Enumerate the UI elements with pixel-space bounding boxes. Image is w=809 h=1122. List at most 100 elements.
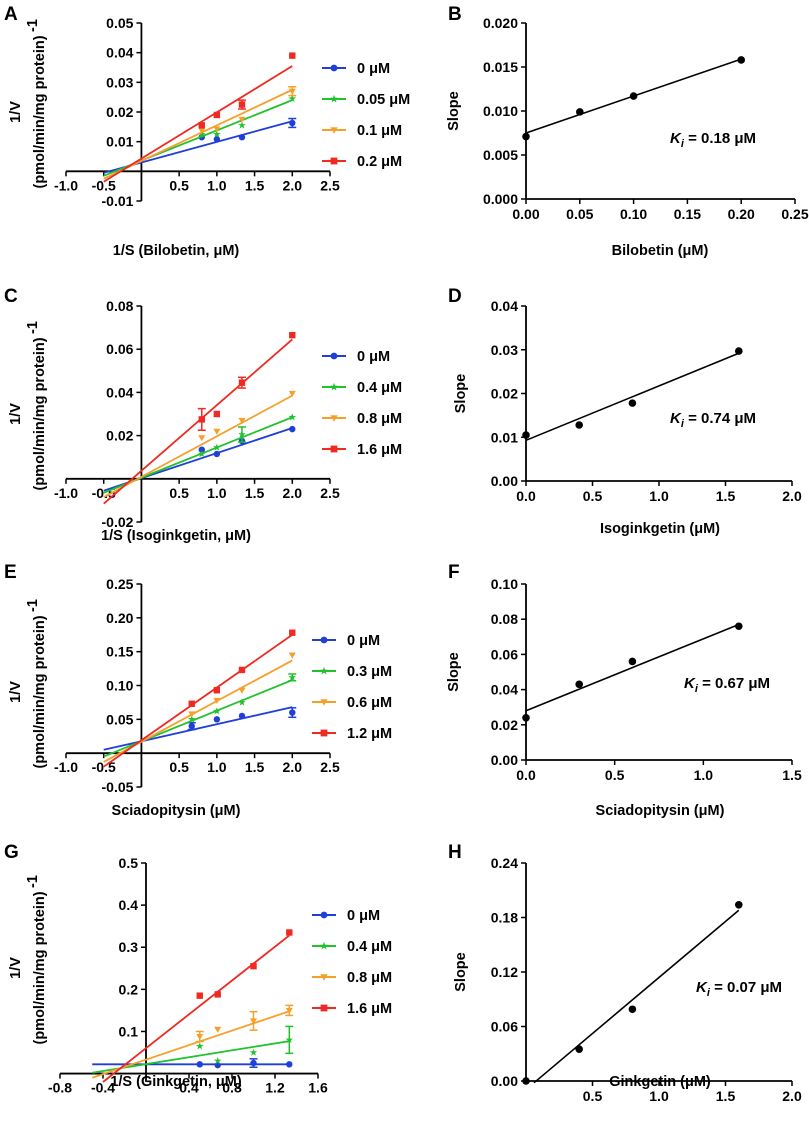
data-point (213, 697, 221, 704)
data-point (238, 687, 246, 694)
data-point (198, 130, 206, 138)
data-point (198, 127, 206, 134)
data-point (575, 421, 583, 429)
ki-value: = 0.74 μM (684, 410, 756, 427)
legend-label: 1.6 μM (347, 1001, 392, 1017)
y-axis-title-line2: (pmol/min/mg protein) (32, 337, 48, 490)
data-point (286, 929, 293, 936)
data-point (238, 417, 246, 424)
data-point (213, 111, 221, 119)
y-axis-title-line1: 1/V (8, 681, 24, 703)
legend-label: 0.4 μM (357, 380, 402, 396)
data-point (289, 425, 296, 433)
series-3: 0.2 μM (103, 52, 402, 183)
legend-marker (330, 157, 338, 165)
y-tick-label: 0.08 (106, 298, 133, 314)
ki-annotation: Ki = 0.07 μM (696, 979, 782, 999)
fit-line (103, 88, 293, 180)
data-point (735, 900, 743, 909)
series-2: 0.8 μM (103, 390, 402, 498)
x-tick-label: 1.5 (716, 488, 736, 504)
panel-letter: C (4, 286, 18, 307)
series-0: 0 μM (103, 61, 390, 174)
y-axis-title-line2: (pmol/min/mg protein) (32, 891, 48, 1044)
data-point (288, 88, 296, 95)
x-tick-label: 0.0 (516, 767, 536, 783)
y-tick-label: 0.5 (119, 855, 139, 871)
y-tick-label: -0.05 (102, 779, 134, 795)
data-point (288, 94, 297, 102)
x-tick-label: -1.0 (54, 759, 78, 775)
x-tick-label: 1.0 (207, 759, 227, 775)
x-tick-label: 0.05 (566, 206, 593, 222)
y-tick-label: 0.03 (106, 74, 133, 90)
y-tick-label: 0.02 (491, 717, 518, 733)
y-tick-label: 0.03 (491, 342, 518, 358)
x-tick-label: 0.4 (179, 1080, 199, 1096)
ki-symbol: K (670, 410, 682, 427)
x-tick-label: 0.10 (620, 206, 647, 222)
legend-label: 0 μM (347, 633, 380, 649)
data-point (238, 430, 246, 438)
data-point (213, 1056, 222, 1065)
x-tick-label: 1.0 (694, 767, 714, 783)
y-tick-label: 0.15 (106, 644, 133, 660)
x-tick-label: 0.5 (169, 177, 189, 193)
y-tick-label: 0.06 (491, 646, 518, 662)
y-axis-title: Slope (446, 91, 462, 130)
x-tick-label: 1.5 (245, 485, 265, 501)
data-point (213, 716, 221, 723)
y-axis-title: Slope (453, 374, 469, 413)
panel-letter: A (4, 4, 18, 25)
data-point (289, 331, 296, 339)
data-point (213, 450, 221, 458)
x-axis-title: Sciadopitysin (μM) (112, 803, 241, 819)
x-tick-label: -1.0 (54, 485, 78, 501)
x-tick-label: -0.8 (48, 1080, 72, 1096)
ki-value: = 0.07 μM (710, 979, 782, 996)
panel-f: F 0.0 0.5 1.0 1.5 0.00 0.02 0.04 0.06 0.08 0.10 Sci… (446, 562, 802, 819)
data-point (213, 707, 221, 715)
legend-marker (320, 974, 328, 981)
data-point (198, 416, 205, 423)
data-point (214, 1061, 221, 1069)
x-tick-label: 1.0 (207, 485, 227, 501)
x-tick-label: 2.5 (320, 759, 340, 775)
ki-subscript: i (707, 987, 711, 999)
data-point (238, 698, 246, 706)
data-point (575, 1045, 583, 1054)
y-tick-label: -0.02 (102, 514, 134, 530)
legend-label: 0.8 μM (357, 411, 402, 427)
data-point (213, 410, 221, 418)
ki-annotation: Ki = 0.18 μM (670, 130, 756, 150)
x-tick-label: 2.5 (320, 485, 340, 501)
fit-line (102, 934, 290, 1083)
legend-label: 0 μM (357, 61, 390, 77)
data-point (213, 428, 221, 435)
data-point (289, 119, 296, 127)
legend-label: 1.2 μM (347, 726, 392, 742)
y-tick-label: 0.01 (491, 429, 518, 445)
x-tick-label: 0.8 (222, 1080, 242, 1096)
y-axis-title: Slope (446, 652, 462, 691)
y-tick-label: 0.10 (491, 576, 518, 592)
x-tick-label: 0.5 (583, 1088, 603, 1104)
panel-letter: B (448, 4, 462, 25)
data-point (522, 132, 530, 141)
panel-letter: H (448, 842, 462, 863)
y-axis-title-superscript: -1 (25, 19, 41, 32)
y-tick-label: 0.18 (491, 910, 518, 926)
ki-value: = 0.67 μM (698, 675, 770, 692)
y-tick-label: 0.1 (119, 1023, 139, 1039)
data-point (288, 390, 296, 397)
y-tick-label: 0.02 (491, 386, 518, 402)
legend-marker (330, 64, 338, 72)
x-tick-label: 1.5 (782, 767, 802, 783)
panel-letter: F (448, 562, 460, 583)
y-tick-label: 0.2 (119, 981, 139, 997)
data-point (250, 962, 257, 970)
x-axis-title: 1/S (Bilobetin, μM) (113, 243, 240, 259)
y-axis-title-line1: 1/V (8, 101, 24, 123)
data-point (198, 450, 206, 458)
